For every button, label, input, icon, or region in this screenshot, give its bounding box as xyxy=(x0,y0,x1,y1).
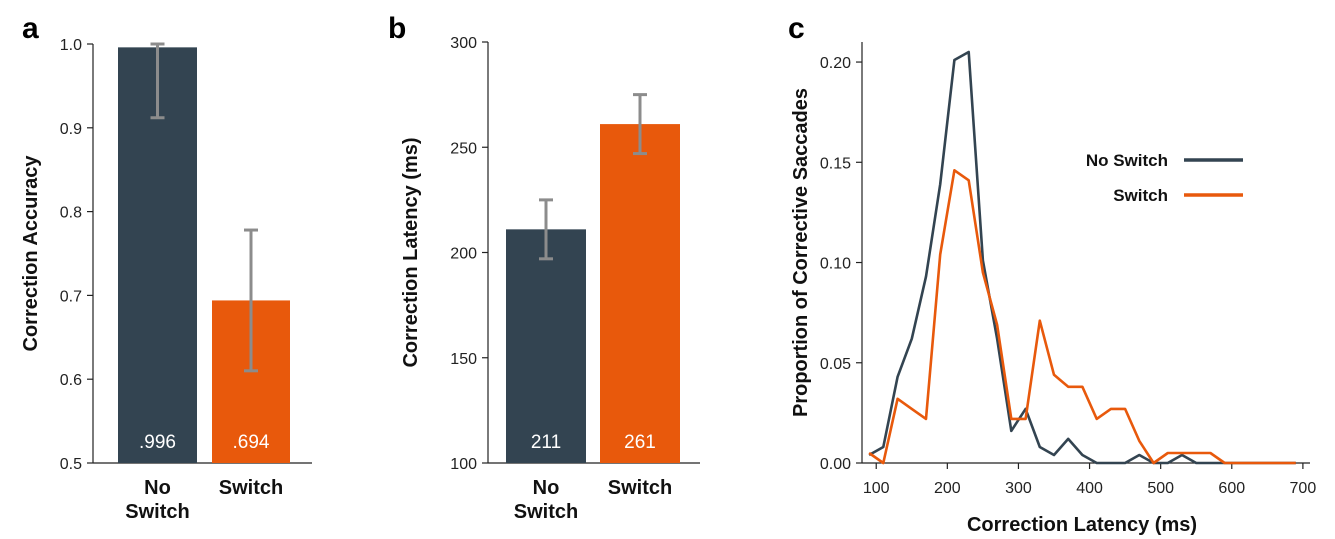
panel-c-y-tick-label: 0.00 xyxy=(820,456,851,473)
panel-a-bar-value-label: .694 xyxy=(233,432,270,453)
panel-a-y-tick-label: 0.6 xyxy=(60,372,82,389)
panel-c-x-tick-label: 400 xyxy=(1076,480,1103,497)
panel-a-y-tick-label: 1.0 xyxy=(60,37,82,54)
panel-c-y-axis-title: Proportion of Corrective Saccades xyxy=(790,88,812,417)
panel-c-x-tick-label: 700 xyxy=(1290,480,1317,497)
panel-c-series-line-switch xyxy=(868,169,1296,465)
panel-c-series-line-no-switch xyxy=(868,50,1296,465)
panel-a-category-label-line: No xyxy=(144,477,171,499)
panel-b-y-tick-label: 250 xyxy=(450,140,477,157)
panel-c-panel-letter: c xyxy=(788,12,805,45)
panel-b-y-tick-label: 100 xyxy=(450,456,477,473)
panel-c-x-tick-label: 600 xyxy=(1218,480,1245,497)
panel-c-x-tick-label: 100 xyxy=(863,480,890,497)
panel-a-y-axis-title: Correction Accuracy xyxy=(20,155,42,352)
panel-c-legend-label: Switch xyxy=(1113,186,1168,205)
panel-b-category-label: No Switch xyxy=(514,477,578,523)
panel-c-y-tick-label: 0.20 xyxy=(820,55,851,72)
panel-a-category-label: No Switch xyxy=(125,477,189,523)
panel-a-y-tick-label: 0.5 xyxy=(60,456,82,473)
panel-a-bar-value-label: .996 xyxy=(139,432,176,453)
panel-b-category-label-line: Switch xyxy=(514,501,578,523)
panel-a-category-label-line: Switch xyxy=(125,501,189,523)
panel-a-category-label: Switch xyxy=(219,477,283,499)
panel-a-panel-letter: a xyxy=(22,12,39,45)
panel-a-y-tick-label: 0.8 xyxy=(60,205,82,222)
panel-b-bar-value-label: 261 xyxy=(624,432,656,453)
panel-c-x-tick-label: 500 xyxy=(1147,480,1174,497)
panel-b-bar-switch xyxy=(600,124,680,463)
panel-c-legend-label: No Switch xyxy=(1086,151,1168,170)
panel-a-y-tick-label: 0.7 xyxy=(60,288,82,305)
panel-a-y-tick-label: 0.9 xyxy=(60,121,82,138)
panel-b-panel-letter: b xyxy=(388,12,406,45)
panel-b-bar-value-label: 211 xyxy=(531,432,561,453)
panel-b-category-label-line: Switch xyxy=(608,477,672,499)
panel-c-x-tick-label: 200 xyxy=(934,480,961,497)
panel-b-category-label-line: No xyxy=(533,477,560,499)
panel-c-panel: c 0.00 0.05 0.10 0.15 0.20 100 200 300 400 500 600 7… xyxy=(788,12,1316,536)
panel-b-y-tick-label: 150 xyxy=(450,351,477,368)
panel-b-bar-no-switch xyxy=(506,229,586,463)
panel-b-y-tick-label: 300 xyxy=(450,35,477,52)
panel-c-y-tick-label: 0.15 xyxy=(820,155,851,172)
panel-b-y-axis-title: Correction Latency (ms) xyxy=(400,137,422,367)
panel-c-x-tick-label: 300 xyxy=(1005,480,1032,497)
panel-a-category-label-line: Switch xyxy=(219,477,283,499)
panel-c-y-tick-label: 0.10 xyxy=(820,256,851,273)
panel-c-y-tick-label: 0.05 xyxy=(820,356,851,373)
panel-c-x-axis-title: Correction Latency (ms) xyxy=(967,514,1197,536)
panel-b-category-label: Switch xyxy=(608,477,672,499)
panel-b-y-tick-label: 200 xyxy=(450,246,477,263)
